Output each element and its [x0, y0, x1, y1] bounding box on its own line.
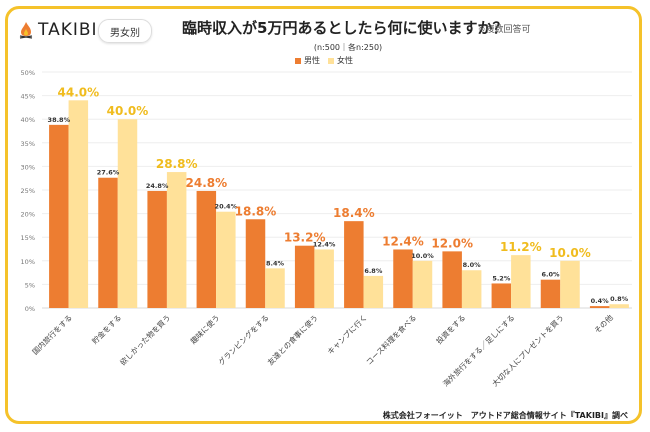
legend-swatch-female	[328, 57, 334, 64]
bar-female	[68, 100, 89, 308]
data-label-male: 18.4%	[333, 206, 375, 220]
bar-male	[491, 283, 512, 308]
bar-female	[314, 249, 334, 308]
bar-male	[540, 279, 561, 308]
data-label-female: 40.0%	[107, 104, 149, 118]
data-label-male: 12.4%	[382, 234, 424, 248]
data-label-female: 12.4%	[313, 240, 336, 248]
y-tick-label: 30%	[21, 163, 35, 171]
category-label: グランピングをする	[216, 312, 271, 367]
bar-female	[166, 172, 187, 308]
legend: 男性 女性	[295, 55, 353, 66]
data-label-female: 6.8%	[364, 267, 383, 275]
bar-male	[196, 190, 217, 308]
multiple-answer-note: ※複数回答可	[478, 25, 531, 35]
data-label-female: 8.4%	[266, 259, 285, 267]
gender-badge: 男女別	[98, 19, 152, 43]
bar-male	[393, 249, 413, 308]
legend-label-male: 男性	[304, 56, 320, 65]
bar-female	[412, 260, 433, 308]
legend-label-female: 女性	[337, 56, 353, 65]
data-label-male: 38.8%	[48, 116, 71, 124]
y-tick-label: 20%	[21, 211, 35, 219]
bar-female	[511, 255, 531, 308]
brand-name: TAKIBI	[38, 20, 98, 40]
data-label-female: 20.4%	[215, 203, 238, 211]
bar-male	[344, 221, 364, 308]
bar-female	[363, 275, 384, 308]
bar-female	[461, 270, 482, 308]
bar-female	[560, 260, 580, 308]
category-label: 投資をする	[434, 312, 468, 346]
category-label: コース料理を食べる	[364, 312, 419, 367]
y-tick-label: 0%	[25, 305, 35, 313]
bar-male	[245, 219, 266, 308]
category-label: 趣味に使う	[188, 312, 222, 346]
y-tick-label: 50%	[21, 69, 35, 77]
bar-male	[442, 251, 462, 308]
category-label: 友達との食事に使う	[265, 312, 320, 367]
data-label-male: 12.0%	[431, 236, 473, 250]
y-tick-label: 10%	[21, 258, 35, 266]
bar-male	[49, 124, 69, 308]
legend-swatch-male	[295, 57, 301, 64]
data-label-male: 18.8%	[235, 204, 277, 218]
y-tick-label: 5%	[25, 281, 35, 289]
data-label-female: 10.0%	[549, 246, 591, 260]
category-label: 欲しかった物を買う	[118, 312, 173, 367]
data-label-male: 6.0%	[541, 271, 560, 279]
data-label-male: 5.2%	[492, 274, 511, 282]
category-label: 貯金をする	[90, 312, 124, 346]
bar-female	[117, 119, 138, 308]
chart-title: 臨時収入が5万円あるとしたら何に使いますか？	[182, 19, 508, 37]
sample-size: (n:500｜各n:250)	[313, 43, 383, 52]
legend-item-female: 女性	[328, 55, 353, 66]
y-tick-label: 40%	[21, 116, 35, 124]
credit-line: 株式会社フォーイット アウトドア総合情報サイト『TAKIBI』調べ	[382, 411, 628, 420]
bar-male	[589, 306, 610, 308]
y-tick-label: 35%	[21, 140, 35, 148]
data-label-female: 0.8%	[610, 295, 629, 303]
legend-item-male: 男性	[295, 55, 320, 66]
bar-female	[216, 211, 236, 308]
y-tick-label: 25%	[21, 187, 35, 195]
y-tick-label: 15%	[21, 234, 35, 242]
category-label: その他	[592, 312, 615, 335]
data-label-female: 10.0%	[411, 252, 434, 260]
bar-male	[294, 245, 315, 308]
data-label-male: 24.8%	[146, 182, 169, 190]
data-label-male: 13.2%	[284, 231, 326, 245]
bar-male	[98, 177, 118, 308]
data-label-male: 0.4%	[591, 297, 610, 305]
data-label-female: 28.8%	[156, 157, 198, 171]
takibi-logo: TAKIBI	[18, 20, 98, 40]
category-label: 国内旅行をする	[30, 312, 74, 356]
bar-female	[609, 304, 629, 308]
data-label-male: 27.6%	[97, 169, 120, 177]
bar-male	[147, 190, 167, 308]
data-label-female: 44.0%	[58, 85, 100, 99]
category-label: キャンプに行く	[325, 312, 369, 356]
campfire-icon	[19, 22, 33, 39]
data-label-female: 11.2%	[500, 240, 542, 254]
bar-female	[265, 268, 285, 308]
data-label-male: 24.8%	[186, 176, 228, 190]
y-tick-label: 45%	[21, 93, 35, 101]
data-label-female: 8.0%	[463, 261, 482, 269]
